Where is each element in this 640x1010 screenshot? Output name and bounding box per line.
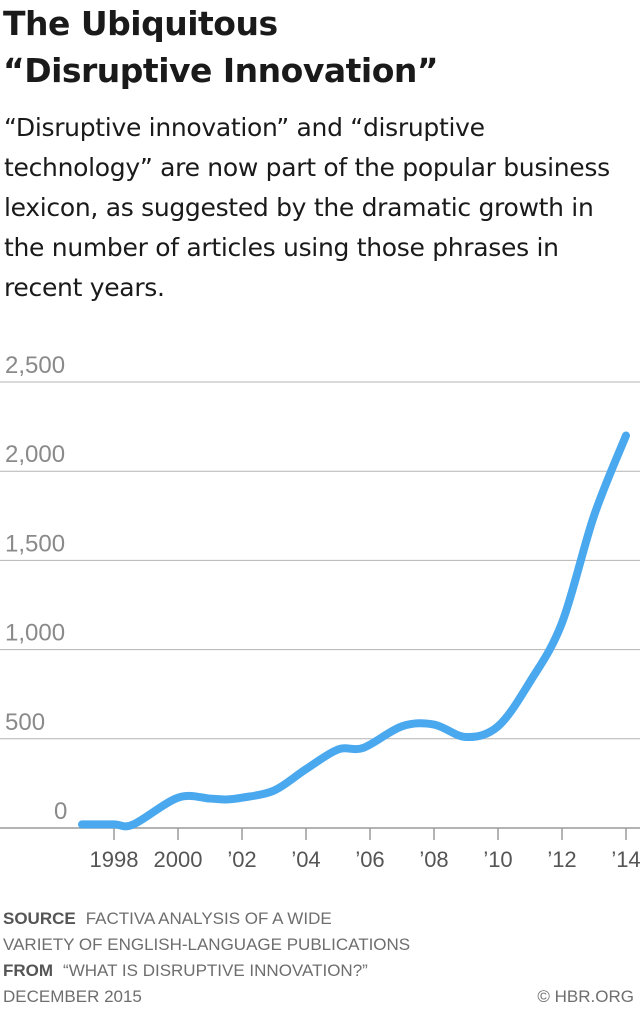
- series-line: [82, 436, 626, 827]
- x-tick-label: ’02: [227, 847, 256, 872]
- from-label: FROM: [3, 961, 53, 980]
- x-tick-label: ’12: [547, 847, 576, 872]
- y-axis-ticks: 0 500 1,000 1,500 2,000 2,500: [5, 352, 67, 825]
- x-tick-label: 2000: [154, 847, 203, 872]
- y-tick-label: 2,500: [5, 352, 65, 379]
- x-tick-label: ’10: [483, 847, 512, 872]
- from-text: “WHAT IS DISRUPTIVE INNOVATION?”: [63, 961, 368, 980]
- y-tick-label: 2,000: [5, 441, 65, 468]
- source-text-2: VARIETY OF ENGLISH-LANGUAGE PUBLICATIONS: [3, 932, 637, 958]
- line-chart: 0 500 1,000 1,500 2,000 2,500 1998 2000 ’02 ’04 ’…: [0, 340, 640, 890]
- chart-title: The Ubiquitous “Disruptive Innovation”: [3, 0, 633, 94]
- y-tick-label: 500: [5, 709, 45, 736]
- chart-subtitle: “Disruptive innovation” and “disruptive …: [4, 108, 634, 308]
- y-tick-label: 0: [54, 798, 67, 825]
- x-tick-label: ’06: [355, 847, 384, 872]
- title-line-2: “Disruptive Innovation”: [3, 47, 633, 94]
- y-tick-label: 1,500: [5, 530, 65, 557]
- copyright: © HBR.ORG: [537, 984, 634, 1010]
- x-tick-label: ’04: [291, 847, 320, 872]
- x-tick-label: 1998: [90, 847, 139, 872]
- source-text-1: FACTIVA ANALYSIS OF A WIDE: [86, 909, 332, 928]
- x-axis-ticks: 1998 2000 ’02 ’04 ’06 ’08 ’10 ’12 ’14: [90, 828, 640, 872]
- x-tick-label: ’08: [419, 847, 448, 872]
- series-layer: [82, 436, 626, 827]
- source-label: SOURCE: [3, 909, 76, 928]
- publication-date: DECEMBER 2015: [3, 987, 142, 1006]
- x-tick-label: ’14: [611, 847, 640, 872]
- source-note: SOURCE FACTIVA ANALYSIS OF A WIDE VARIETY…: [3, 906, 637, 1010]
- y-tick-label: 1,000: [5, 620, 65, 647]
- title-line-1: The Ubiquitous: [3, 0, 633, 47]
